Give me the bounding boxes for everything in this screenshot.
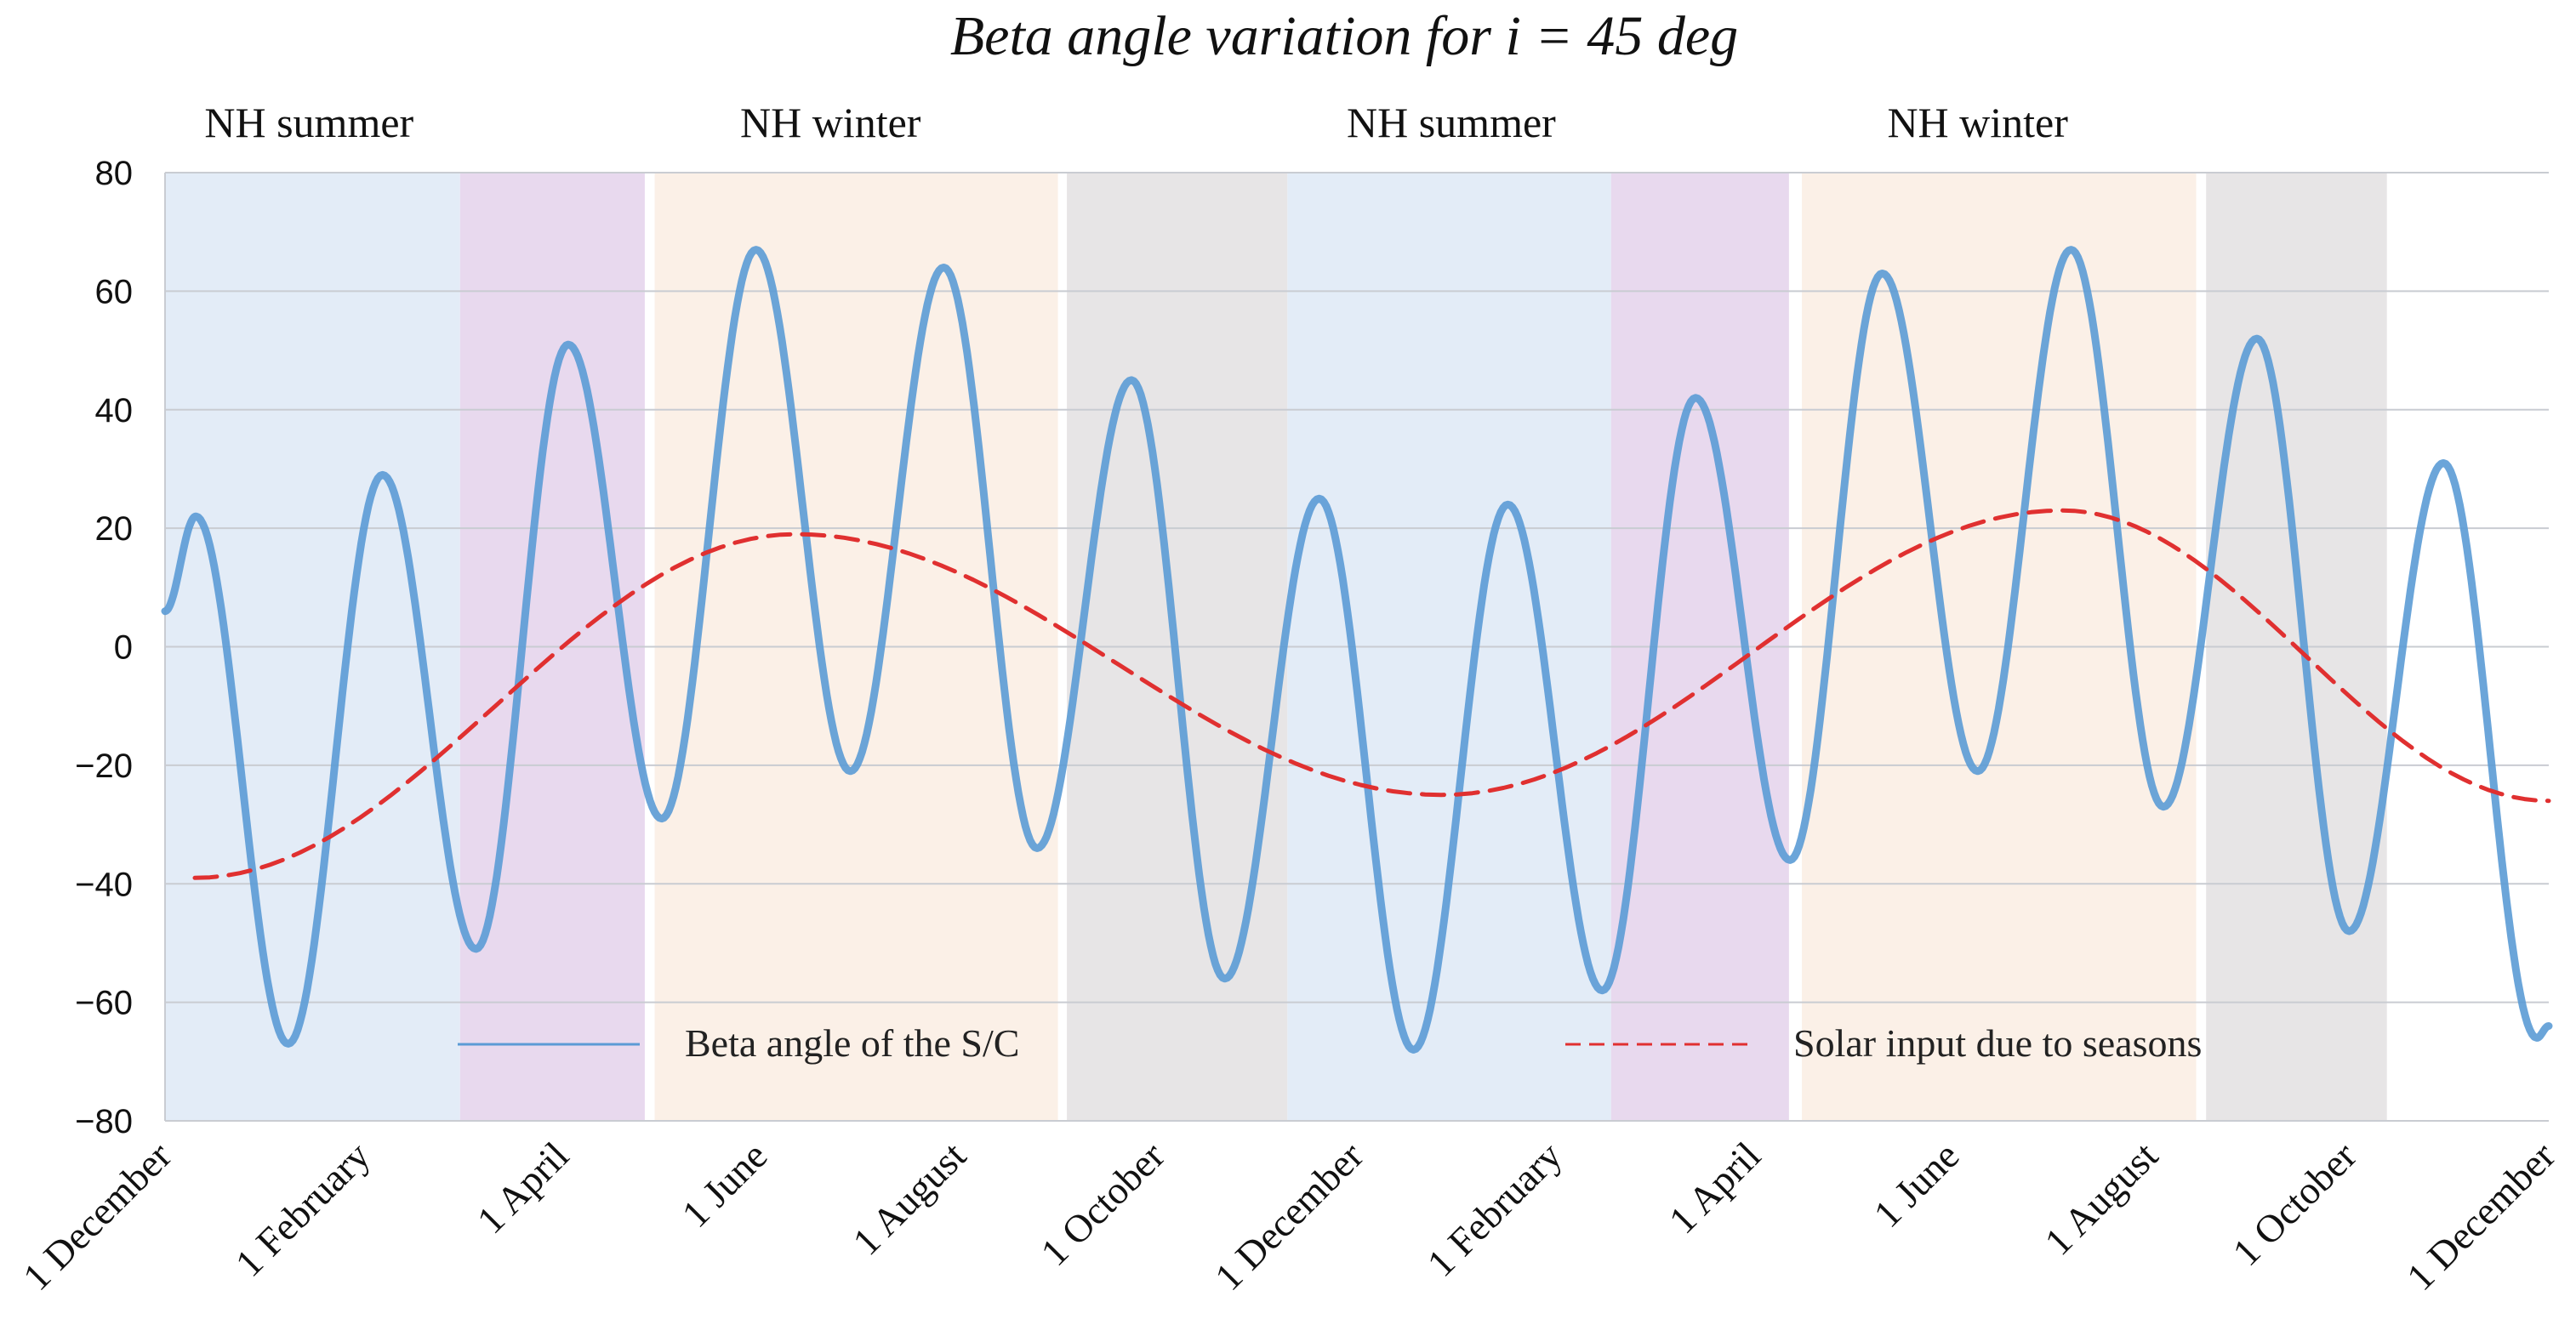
x-tick-label: 1 December [14,1134,180,1299]
x-tick-label: 1 April [1661,1134,1769,1242]
season-label: NH winter [1887,99,2068,146]
x-axis-ticks: 1 December 1 February 1 April 1 June 1 Augus… [14,1134,2563,1299]
x-tick-label: 1 June [1865,1134,1967,1236]
x-tick-label: 1 June [673,1134,775,1236]
y-tick-label: 0 [114,629,133,667]
season-labels: NH summer NH winter NH summer NH winter [204,99,2068,146]
y-tick-label: 40 [95,392,134,429]
season-label: NH summer [1347,99,1556,146]
y-tick-label: 60 [95,273,134,310]
grid-lines [164,172,2549,1122]
y-tick-label: 80 [95,155,134,192]
legend-label: Solar input due to seasons [1793,1021,2202,1065]
y-axis-ticks: 80 60 40 20 0 −20 −40 −60 −80 [75,155,133,1140]
x-tick-label: 1 December [1206,1134,1371,1299]
beta-angle-line [161,246,2553,1054]
y-tick-label: 20 [95,510,134,548]
x-tick-label: 1 February [227,1134,379,1285]
chart-series [161,246,2553,1054]
x-tick-label: 1 April [469,1134,577,1242]
y-tick-label: −60 [75,985,133,1022]
x-tick-label: 1 December [2398,1134,2563,1299]
x-tick-label: 1 August [844,1134,974,1264]
chart-title: Beta angle variation for i = 45 deg [950,5,1738,67]
solar-input-line [192,508,2551,880]
x-tick-label: 1 August [2036,1134,2166,1264]
season-label: NH winter [740,99,921,146]
y-tick-label: −20 [75,748,133,785]
x-tick-label: 1 October [1032,1134,1172,1274]
x-tick-label: 1 February [1419,1134,1570,1285]
legend-label: Beta angle of the S/C [685,1021,1019,1065]
chart-legend: Beta angle of the S/C Solar input due to … [458,1021,2202,1065]
season-label: NH summer [204,99,413,146]
x-tick-label: 1 October [2224,1134,2364,1274]
y-tick-label: −40 [75,866,133,903]
y-tick-label: −80 [75,1103,133,1140]
